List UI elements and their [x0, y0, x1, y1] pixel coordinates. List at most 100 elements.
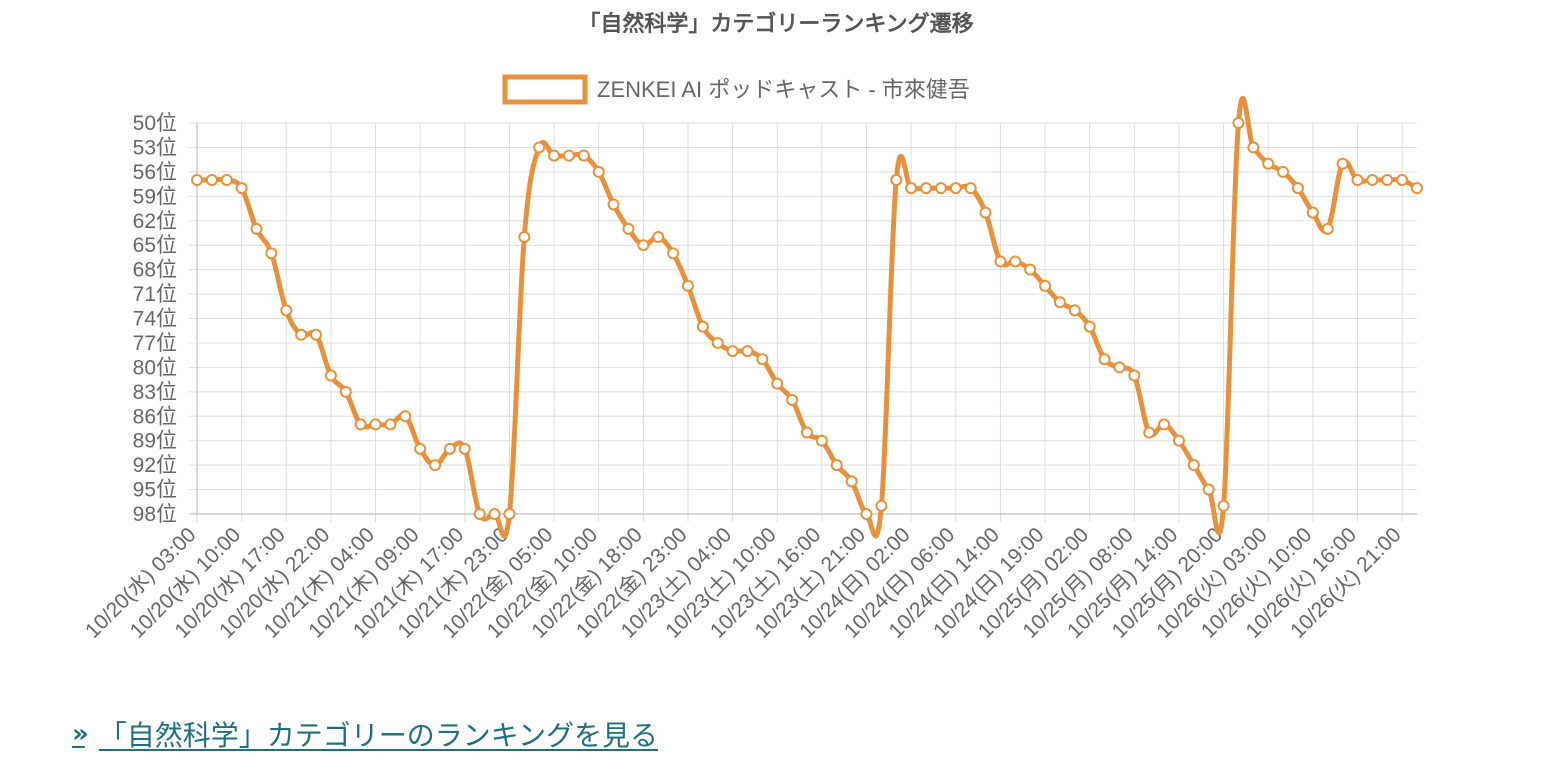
data-point[interactable] [801, 426, 813, 439]
data-point[interactable] [250, 222, 263, 235]
data-point[interactable] [771, 377, 784, 390]
data-point[interactable] [1009, 255, 1022, 268]
data-point[interactable] [1291, 182, 1304, 195]
data-point[interactable] [1366, 174, 1379, 187]
data-point[interactable] [905, 182, 918, 195]
data-point[interactable] [949, 182, 962, 195]
data-point[interactable] [518, 231, 531, 244]
data-point[interactable] [1083, 320, 1096, 333]
data-point[interactable] [979, 206, 992, 219]
data-point[interactable] [1411, 182, 1423, 195]
data-point[interactable] [964, 182, 977, 195]
data-point[interactable] [369, 418, 382, 431]
data-point[interactable] [756, 353, 769, 366]
data-point[interactable] [860, 508, 873, 520]
data-point[interactable] [1306, 206, 1319, 219]
data-point[interactable] [1381, 174, 1394, 187]
y-tick-label: 65位 [133, 234, 177, 257]
data-point[interactable] [696, 320, 709, 333]
data-point[interactable] [1172, 434, 1185, 447]
data-point[interactable] [235, 182, 248, 195]
data-point[interactable] [577, 149, 590, 162]
data-point[interactable] [1321, 222, 1334, 235]
data-point[interactable] [934, 182, 947, 195]
y-tick-label: 62位 [133, 210, 177, 233]
category-ranking-link-label: 「自然科学」カテゴリーのランキングを見る [98, 719, 658, 752]
data-point[interactable] [205, 174, 218, 187]
series-line [196, 96, 1419, 539]
data-point[interactable] [1396, 174, 1409, 187]
y-tick-label: 50位 [133, 112, 177, 135]
data-point[interactable] [1024, 263, 1037, 276]
data-point[interactable] [1053, 296, 1066, 309]
data-point[interactable] [1098, 353, 1111, 366]
data-point[interactable] [443, 442, 456, 455]
data-point[interactable] [1039, 279, 1052, 292]
data-point[interactable] [488, 508, 501, 520]
data-point[interactable] [1262, 157, 1275, 170]
data-point[interactable] [786, 393, 799, 406]
y-tick-label: 56位 [133, 161, 177, 184]
data-point[interactable] [920, 182, 933, 195]
data-point[interactable] [354, 418, 367, 431]
data-point[interactable] [815, 434, 828, 447]
data-point[interactable] [384, 418, 397, 431]
data-point[interactable] [310, 328, 323, 341]
data-point[interactable] [1351, 174, 1364, 187]
data-point[interactable] [562, 149, 575, 162]
data-point[interactable] [220, 174, 233, 187]
data-point[interactable] [741, 345, 754, 358]
data-point[interactable] [1143, 426, 1156, 439]
data-point[interactable] [1336, 157, 1349, 170]
y-tick-label: 77位 [133, 332, 177, 355]
y-axis-ticks: 50位53位56位59位62位65位68位71位74位77位80位83位86位8… [133, 112, 177, 526]
data-point[interactable] [622, 222, 635, 235]
ranking-line-chart: 50位53位56位59位62位65位68位71位74位77位80位83位86位8… [81, 74, 1423, 643]
data-point[interactable] [637, 239, 650, 252]
data-point[interactable] [1187, 459, 1200, 472]
data-point[interactable] [681, 279, 694, 292]
data-point[interactable] [1068, 304, 1081, 317]
category-ranking-link[interactable]: » 「自然科学」カテゴリーのランキングを見る [72, 714, 658, 754]
data-point[interactable] [1232, 117, 1245, 129]
data-point[interactable] [830, 459, 843, 472]
legend-label: ZENKEI AI ポッドキャスト - 市來健吾 [597, 77, 970, 102]
data-point[interactable] [1217, 499, 1230, 512]
data-point[interactable] [726, 345, 739, 358]
data-point[interactable] [667, 247, 680, 260]
data-point[interactable] [191, 174, 203, 187]
data-point[interactable] [533, 141, 546, 154]
data-point[interactable] [994, 255, 1007, 268]
data-point[interactable] [473, 508, 486, 520]
data-point[interactable] [875, 499, 888, 512]
data-point[interactable] [1202, 483, 1215, 496]
data-point[interactable] [1113, 361, 1126, 374]
data-point[interactable] [1158, 418, 1171, 431]
data-point[interactable] [503, 508, 516, 520]
data-point[interactable] [429, 459, 442, 472]
data-point[interactable] [1277, 165, 1290, 178]
y-tick-label: 68位 [133, 259, 177, 282]
data-point[interactable] [890, 174, 903, 187]
data-point[interactable] [458, 442, 471, 455]
data-point[interactable] [265, 247, 278, 260]
y-tick-label: 59位 [133, 185, 177, 208]
data-point[interactable] [414, 442, 427, 455]
data-point[interactable] [548, 149, 561, 162]
data-point[interactable] [1128, 369, 1141, 382]
data-point[interactable] [324, 369, 337, 382]
data-point[interactable] [711, 336, 724, 349]
data-point[interactable] [1247, 141, 1260, 154]
data-point[interactable] [399, 410, 412, 423]
data-point[interactable] [592, 165, 605, 178]
data-point[interactable] [280, 304, 293, 317]
legend-swatch[interactable] [502, 74, 588, 105]
data-point[interactable] [295, 328, 308, 341]
data-point[interactable] [845, 475, 858, 488]
y-tick-label: 80位 [133, 356, 177, 379]
data-point[interactable] [607, 198, 620, 211]
data-point[interactable] [652, 231, 665, 244]
data-point[interactable] [339, 385, 352, 398]
y-tick-label: 53位 [133, 136, 177, 159]
